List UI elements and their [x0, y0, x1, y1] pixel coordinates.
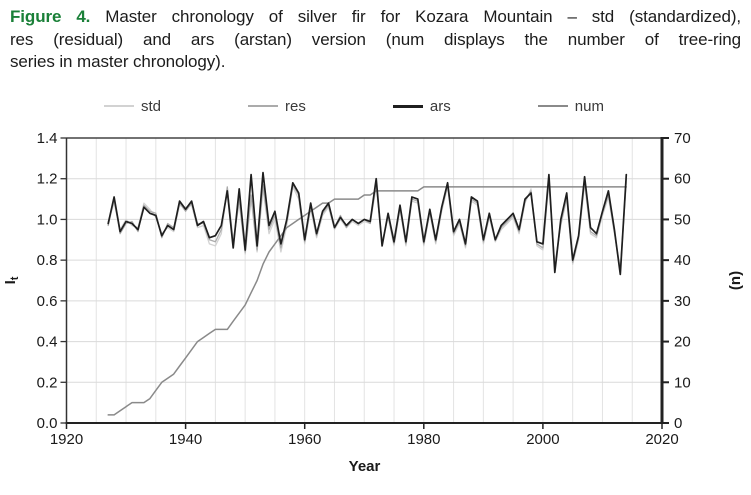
y-right-tick-label: 50	[674, 211, 691, 228]
y-right-tick-label: 0	[674, 415, 682, 432]
legend-swatch-ars	[392, 104, 423, 108]
y-left-tick-label: 0.2	[37, 374, 58, 391]
y-right-tick-label: 30	[674, 293, 691, 310]
x-tick-label: 1960	[288, 431, 321, 448]
x-tick-label: 2020	[645, 431, 678, 448]
y-right-tick-label: 20	[674, 334, 691, 351]
axis-layer: 1920 1940 1960 1980 2000 2020 0.0 0.2 0.4 0.6 0.8 1…	[37, 130, 691, 448]
y-left-tick-label: 1.2	[37, 171, 58, 188]
caption-line-1-text: Master chronology of silver fir for Koza…	[105, 7, 742, 26]
series-layer	[107, 171, 628, 416]
y-axis-left-label: It	[2, 276, 21, 284]
series-line-num	[107, 186, 628, 416]
y-left-tick-label: 0.4	[37, 334, 58, 351]
caption-text-line-1: Figure 4. Master chronology of silver fi…	[10, 6, 741, 29]
y-right-tick-label: 60	[674, 171, 691, 188]
legend-swatch-res	[248, 105, 279, 107]
y-left-tick-label: 0.6	[37, 293, 58, 310]
legend-swatch-num	[537, 105, 568, 107]
y-right-tick-label: 70	[674, 130, 691, 147]
chart-legend: std res ars num	[104, 97, 604, 115]
legend-label-std: std	[141, 97, 162, 115]
legend-item-res: res	[248, 99, 306, 114]
caption-text-line-2: res (residual) and ars (arstan) version …	[10, 29, 741, 49]
y-left-tick-label: 0.8	[37, 252, 58, 269]
legend-item-ars: ars	[392, 97, 451, 115]
x-tick-label: 1920	[50, 431, 83, 448]
legend-item-std: std	[104, 99, 161, 114]
legend-label-ars: ars	[429, 97, 451, 115]
y-right-tick-label: 40	[674, 252, 691, 269]
grid-layer	[66, 138, 662, 423]
x-axis-label: Year	[349, 458, 381, 475]
legend-item-num: num	[537, 97, 604, 115]
legend-swatch-std	[104, 105, 134, 107]
x-tick-label: 2000	[526, 431, 559, 448]
figure-caption: Figure 4. Master chronology of silver fi…	[10, 6, 741, 74]
y-left-tick-label: 1.4	[37, 130, 58, 147]
y-left-tick-label: 0.0	[37, 415, 58, 432]
y-left-tick-label: 1.0	[37, 211, 58, 228]
x-tick-label: 1940	[169, 431, 202, 448]
x-tick-label: 1980	[407, 431, 440, 448]
series-line-ars	[107, 171, 628, 276]
y-axis-right-label: (n)	[727, 271, 744, 290]
y-right-tick-label: 10	[674, 374, 691, 391]
caption-figure-label: Figure 4.	[10, 7, 91, 26]
legend-label-res: res	[285, 97, 306, 115]
legend-label-num: num	[574, 97, 604, 115]
caption-text-line-3: series in master chronology).	[10, 52, 226, 71]
